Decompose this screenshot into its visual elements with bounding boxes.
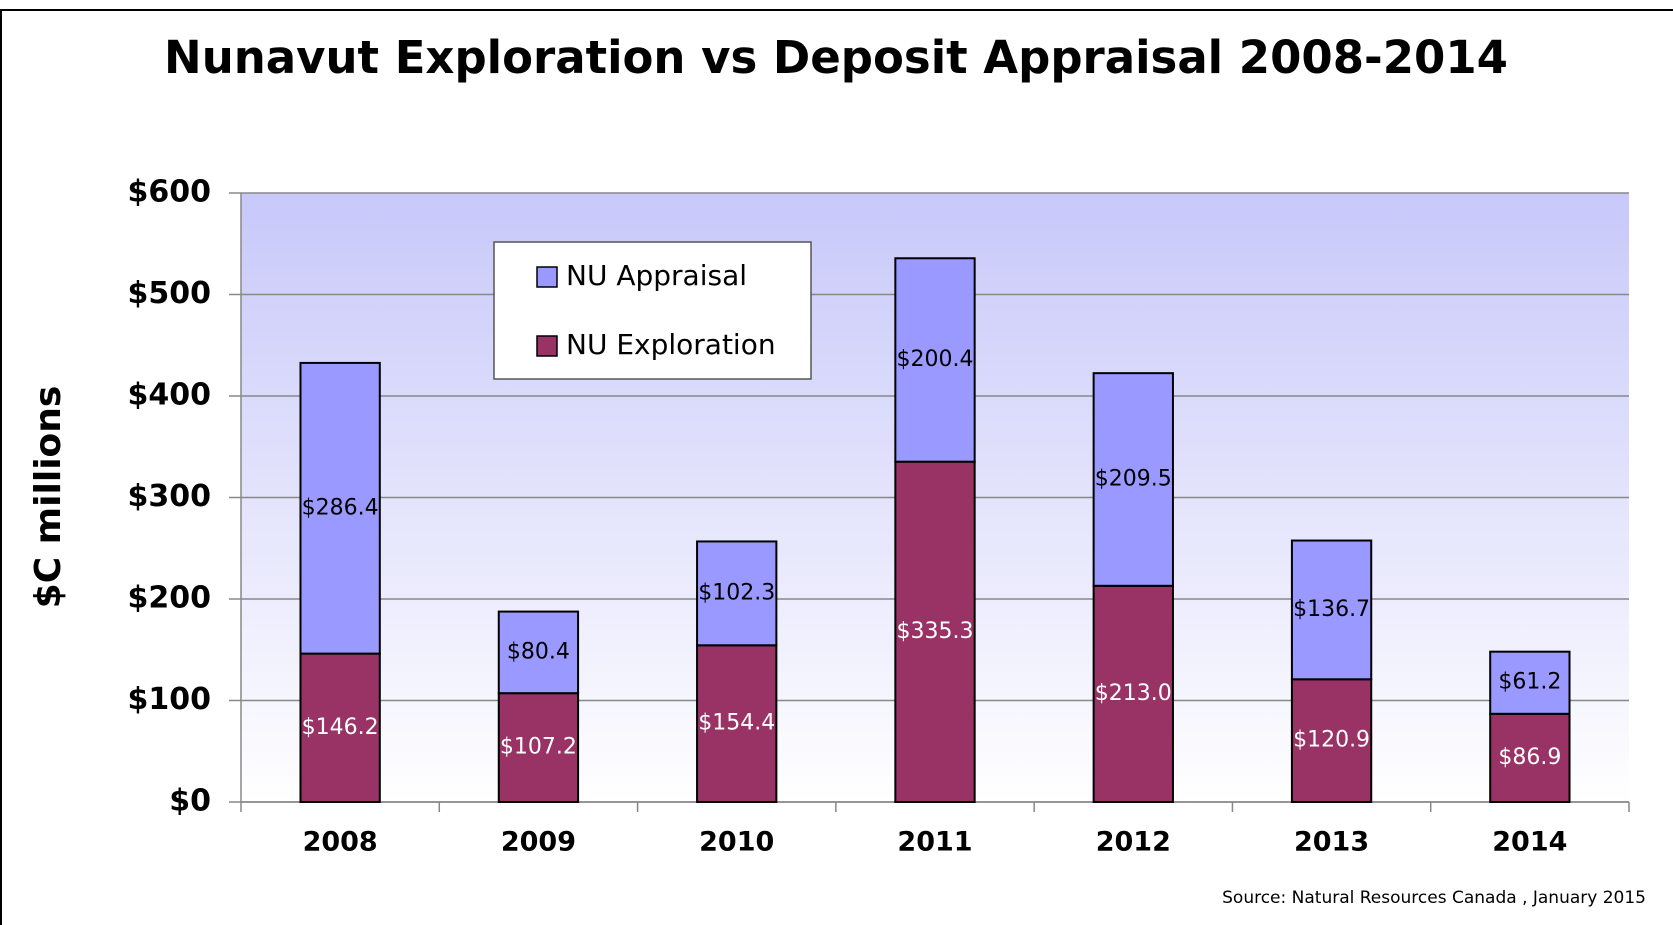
bar-segment [696, 644, 778, 803]
x-tick-label: 2008 [303, 827, 378, 858]
data-label: $80.4 [507, 639, 570, 664]
data-label: $136.7 [1293, 597, 1370, 622]
bar-segment [1092, 372, 1174, 587]
data-label: $209.5 [1095, 466, 1172, 491]
source: Source: Natural Resources Canada , Janua… [1222, 888, 1646, 908]
bar-segment [1290, 678, 1373, 803]
y-axis-label: $C millions [28, 386, 69, 609]
x-tick-label: 2011 [897, 827, 972, 858]
legend-swatch [536, 266, 558, 288]
data-label: $213.0 [1095, 681, 1172, 706]
x-tick-label: 2012 [1096, 827, 1171, 858]
frame [0, 9, 1673, 925]
x-tick-label: 2009 [501, 827, 576, 858]
y-tick-label: $100 [128, 682, 212, 717]
x-tick-label: 2014 [1492, 827, 1567, 858]
y-tick-label: $300 [128, 479, 212, 514]
legend-swatch [536, 335, 558, 357]
data-label: $335.3 [897, 619, 974, 644]
y-tick-label: $600 [128, 175, 212, 210]
bar-segment [497, 610, 580, 695]
bar-segment [894, 460, 976, 803]
data-label: $107.2 [500, 735, 577, 760]
bar-segment [1092, 584, 1174, 803]
bar-segment [497, 692, 580, 804]
data-label: $86.9 [1498, 745, 1561, 770]
data-label: $286.4 [302, 495, 379, 520]
data-label: $61.2 [1498, 670, 1561, 695]
bar-segment [1290, 539, 1373, 681]
data-label: $154.4 [698, 711, 775, 736]
bar-segment [299, 652, 381, 803]
bar-segment [1489, 650, 1571, 715]
x-tick-label: 2013 [1294, 827, 1369, 858]
data-label: $102.3 [698, 580, 775, 605]
bar-segment [894, 257, 976, 463]
legend-label: NU Exploration [566, 328, 776, 361]
y-tick-label: $500 [128, 276, 212, 311]
y-tick-label: $0 [169, 784, 211, 819]
data-label: $120.9 [1293, 728, 1370, 753]
y-tick-label: $200 [128, 581, 212, 616]
bar-segment [299, 361, 381, 655]
bar-segment [696, 540, 778, 647]
data-label: $200.4 [897, 347, 974, 372]
y-tick-label: $400 [128, 378, 212, 413]
x-tick-label: 2010 [699, 827, 774, 858]
data-label: $146.2 [302, 715, 379, 740]
chart-title: Nunavut Exploration vs Deposit Appraisal… [164, 31, 1508, 84]
legend-label: NU Appraisal [566, 259, 747, 292]
